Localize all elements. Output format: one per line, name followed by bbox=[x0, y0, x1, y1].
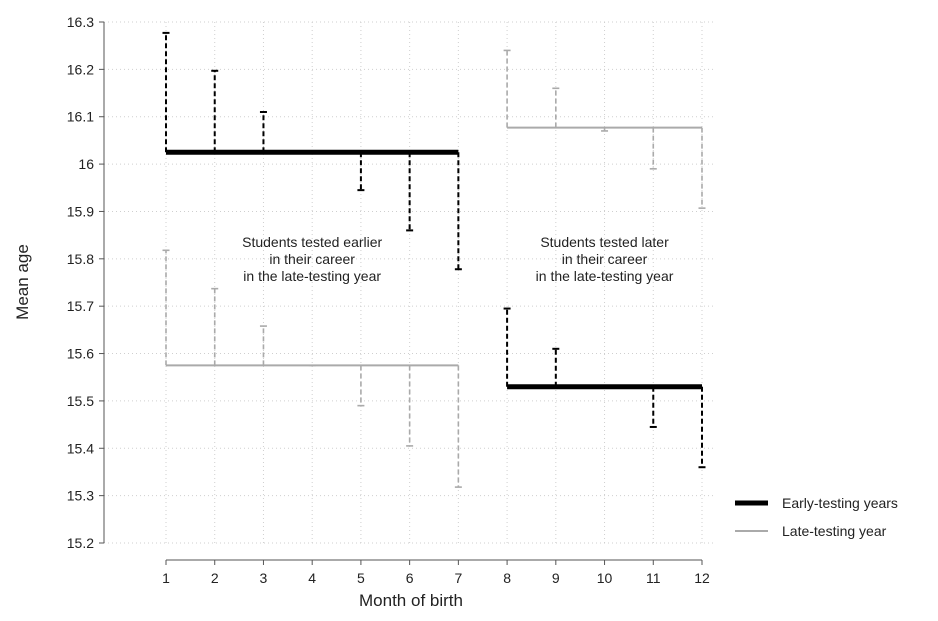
x-tick-label: 11 bbox=[646, 570, 661, 586]
y-tick-label: 16.3 bbox=[67, 14, 94, 30]
y-axis-title: Mean age bbox=[13, 244, 32, 320]
y-tick-label: 16 bbox=[78, 156, 94, 172]
x-tick-label: 1 bbox=[162, 570, 170, 586]
legend: Early-testing years Late-testing year bbox=[735, 495, 898, 539]
y-tick-label: 15.6 bbox=[67, 346, 94, 362]
annotation-line: in the late-testing year bbox=[536, 268, 674, 284]
annotation-line: in their career bbox=[562, 251, 648, 267]
y-tick-label: 15.5 bbox=[67, 393, 94, 409]
y-tick-label: 16.2 bbox=[67, 61, 94, 77]
x-tick-label: 12 bbox=[694, 570, 710, 586]
x-tick-label: 5 bbox=[357, 570, 365, 586]
y-tick-label: 15.3 bbox=[67, 488, 94, 504]
x-tick-label: 4 bbox=[308, 570, 316, 586]
y-tick-label: 15.8 bbox=[67, 251, 94, 267]
x-tick-label: 7 bbox=[454, 570, 462, 586]
y-tick-label: 15.9 bbox=[67, 203, 94, 219]
annotation-line: Students tested later bbox=[540, 234, 669, 250]
y-tick-label: 15.4 bbox=[67, 440, 94, 456]
x-axis-title: Month of birth bbox=[359, 591, 463, 610]
x-tick-label: 6 bbox=[406, 570, 414, 586]
series-marks bbox=[162, 31, 706, 488]
legend-label-late: Late-testing year bbox=[782, 523, 887, 539]
x-tick-label: 9 bbox=[552, 570, 560, 586]
x-tick-label: 10 bbox=[597, 570, 613, 586]
y-tick-label: 15.2 bbox=[67, 535, 94, 551]
annotation-line: Students tested earlier bbox=[242, 234, 382, 250]
y-tick-label: 15.7 bbox=[67, 298, 94, 314]
annotation-line: in their career bbox=[269, 251, 355, 267]
legend-label-early: Early-testing years bbox=[782, 495, 898, 511]
x-tick-label: 3 bbox=[260, 570, 268, 586]
x-tick-label: 2 bbox=[211, 570, 219, 586]
y-tick-label: 16.1 bbox=[67, 109, 94, 125]
annotation-line: in the late-testing year bbox=[243, 268, 381, 284]
axes: 15.215.315.415.515.615.715.815.91616.116… bbox=[67, 14, 710, 586]
x-tick-label: 8 bbox=[503, 570, 511, 586]
gridlines bbox=[104, 21, 716, 544]
